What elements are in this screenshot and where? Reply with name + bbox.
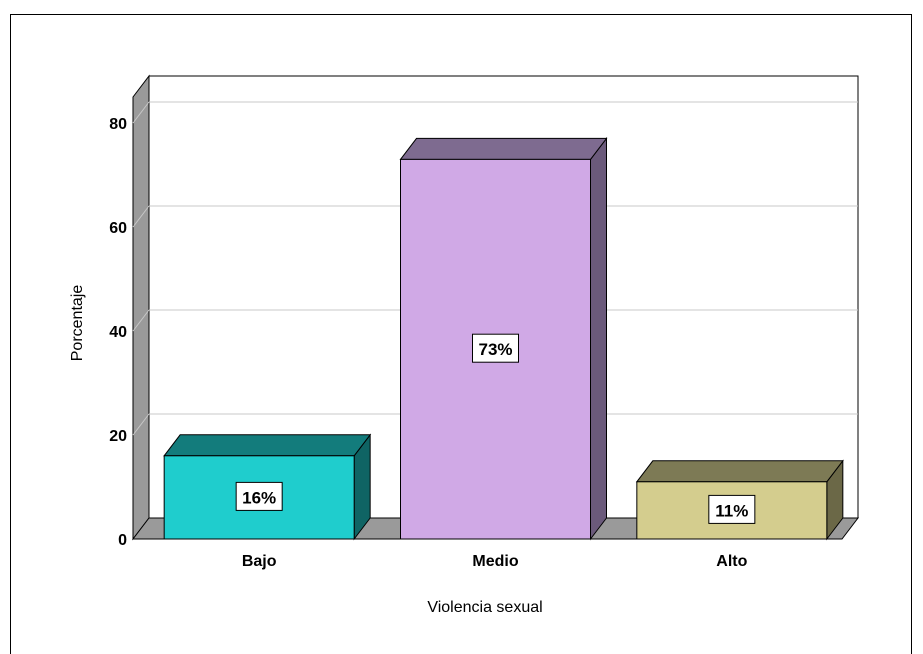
x-tick-label: Bajo	[242, 553, 277, 570]
data-label: 73%	[478, 340, 512, 359]
data-label-box	[472, 333, 519, 363]
bar-top	[635, 460, 844, 483]
chart-frame	[10, 14, 912, 654]
y-tick-label: 40	[109, 324, 127, 341]
y-tick-label: 20	[109, 428, 127, 445]
y-axis-title: Porcentaje	[69, 285, 86, 362]
bar-top	[399, 137, 608, 160]
bar-top	[163, 434, 372, 457]
x-tick-label: Medio	[472, 553, 518, 570]
y-tick-label: 0	[118, 532, 127, 549]
gridline-side	[132, 413, 150, 436]
bar-chart: 16% 73% 11% 0 20 40 60 80 Bajo Medio Alto Porcen…	[69, 74, 860, 616]
gridline-side	[132, 309, 150, 332]
y-tick-label: 60	[109, 220, 127, 237]
x-tick-labels: Bajo Medio Alto	[242, 553, 748, 570]
data-label-box	[708, 494, 756, 524]
data-label: 11%	[715, 501, 748, 520]
x-axis-title: Violencia sexual	[427, 599, 542, 616]
x-tick-label: Alto	[716, 553, 747, 570]
gridline-side	[132, 101, 150, 124]
data-label: 16%	[242, 488, 276, 507]
gridline-side	[132, 205, 150, 228]
left-wall	[132, 74, 150, 541]
data-label-box	[235, 481, 283, 511]
bars: 16% 73% 11%	[163, 136, 844, 541]
bar-side	[590, 136, 607, 541]
y-tick-labels: 0 20 40 60 80	[109, 116, 127, 549]
y-tick-label: 80	[109, 116, 127, 133]
